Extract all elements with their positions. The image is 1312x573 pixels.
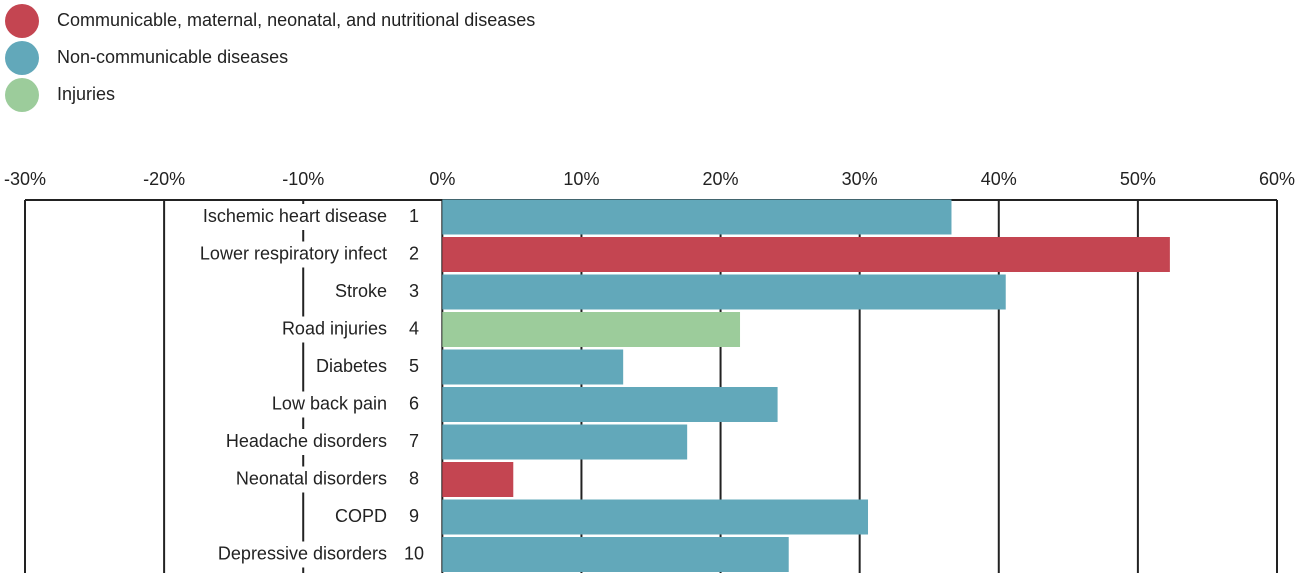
legend-swatch <box>5 4 39 38</box>
row-label: Depressive disorders 10 <box>211 541 430 568</box>
category-label: Ischemic heart disease <box>203 206 387 226</box>
legend-swatch <box>5 41 39 75</box>
rank-label: 5 <box>409 356 419 376</box>
row-label: Neonatal disorders 8 <box>229 466 430 493</box>
rank-label: 2 <box>409 243 419 263</box>
bar <box>442 462 514 497</box>
rank-label: 1 <box>409 206 419 226</box>
x-tick-label: 10% <box>563 169 599 189</box>
rank-label: 3 <box>409 281 419 301</box>
category-label: Low back pain <box>272 393 387 413</box>
row-label: Low back pain 6 <box>265 391 430 418</box>
bar <box>442 199 952 235</box>
bar <box>442 424 688 460</box>
category-label: COPD <box>335 506 387 526</box>
label-background <box>328 279 430 305</box>
x-tick-label: -10% <box>282 169 324 189</box>
label-background <box>196 204 430 230</box>
x-tick-label: -30% <box>4 169 46 189</box>
bar <box>442 274 1006 310</box>
row-label: Ischemic heart disease 1 <box>196 204 430 230</box>
legend-label: Communicable, maternal, neonatal, and nu… <box>57 10 535 30</box>
x-tick-label: 40% <box>981 169 1017 189</box>
bar <box>442 499 869 535</box>
rank-label: 7 <box>409 431 419 451</box>
label-background <box>211 541 430 568</box>
x-tick-label: -20% <box>143 169 185 189</box>
legend-swatch <box>5 78 39 112</box>
rank-label: 6 <box>409 393 419 413</box>
bar <box>442 312 741 347</box>
row-label: Diabetes 5 <box>309 354 430 380</box>
rank-label: 4 <box>409 318 419 338</box>
bar <box>442 349 624 385</box>
legend-label: Injuries <box>57 84 115 104</box>
legend-label: Non-communicable diseases <box>57 47 288 67</box>
rank-label: 10 <box>404 543 424 563</box>
category-label: Depressive disorders <box>218 543 387 563</box>
label-background <box>309 354 430 380</box>
label-background <box>328 504 430 530</box>
x-tick-label: 0% <box>429 169 455 189</box>
category-label: Neonatal disorders <box>236 468 387 488</box>
row-label: Stroke 3 <box>328 279 430 305</box>
row-label: Headache disorders 7 <box>219 429 430 455</box>
x-tick-label: 30% <box>842 169 878 189</box>
row-label: Lower respiratory infect 2 <box>193 241 430 268</box>
label-background <box>265 391 430 418</box>
category-label: Stroke <box>335 281 387 301</box>
x-tick-label: 50% <box>1120 169 1156 189</box>
category-label: Lower respiratory infect <box>200 243 387 263</box>
bar <box>442 387 778 422</box>
category-label: Headache disorders <box>226 431 387 451</box>
label-background <box>219 429 430 455</box>
bar <box>442 537 789 572</box>
category-label: Road injuries <box>282 318 387 338</box>
x-tick-label: 20% <box>703 169 739 189</box>
bar <box>442 237 1170 272</box>
row-label: COPD 9 <box>328 504 430 530</box>
label-background <box>275 316 430 343</box>
x-tick-label: 60% <box>1259 169 1295 189</box>
row-label: Road injuries 4 <box>275 316 430 343</box>
rank-label: 8 <box>409 468 419 488</box>
label-background <box>229 466 430 493</box>
rank-label: 9 <box>409 506 419 526</box>
label-background <box>193 241 430 268</box>
category-label: Diabetes <box>316 356 387 376</box>
